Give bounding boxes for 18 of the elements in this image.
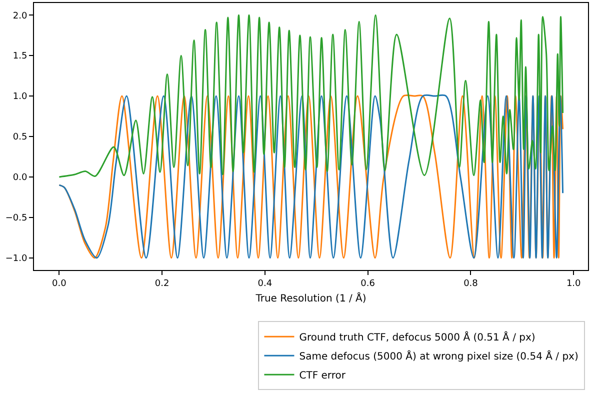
y-tick-label: 1.5 bbox=[12, 52, 28, 62]
y-tick-label: 0.0 bbox=[12, 173, 28, 184]
x-tick-label: 1.0 bbox=[566, 278, 582, 289]
y-tick-label: −0.5 bbox=[5, 214, 28, 224]
legend-label: CTF error bbox=[299, 370, 346, 382]
x-tick-label: 0.4 bbox=[258, 278, 272, 289]
x-tick-label: 0.6 bbox=[360, 278, 376, 289]
x-tick-label: 0.8 bbox=[464, 278, 478, 289]
x-axis-title: True Resolution (1 / Å) bbox=[254, 291, 366, 304]
x-tick-label: 0.2 bbox=[154, 278, 170, 289]
y-tick-label: 1.0 bbox=[12, 92, 28, 102]
y-tick-label: 2.0 bbox=[12, 11, 28, 22]
x-tick-label: 0.0 bbox=[52, 278, 67, 289]
legend-label: Same defocus (5000 Å) at wrong pixel size (0.54 Å / px) bbox=[299, 350, 578, 363]
y-tick-label: −1.0 bbox=[5, 254, 28, 264]
legend-label: Ground truth CTF, defocus 5000 Å (0.51 Å / px) bbox=[299, 330, 536, 344]
line-series bbox=[58, 14, 564, 178]
y-tick-label: 0.5 bbox=[12, 132, 28, 143]
